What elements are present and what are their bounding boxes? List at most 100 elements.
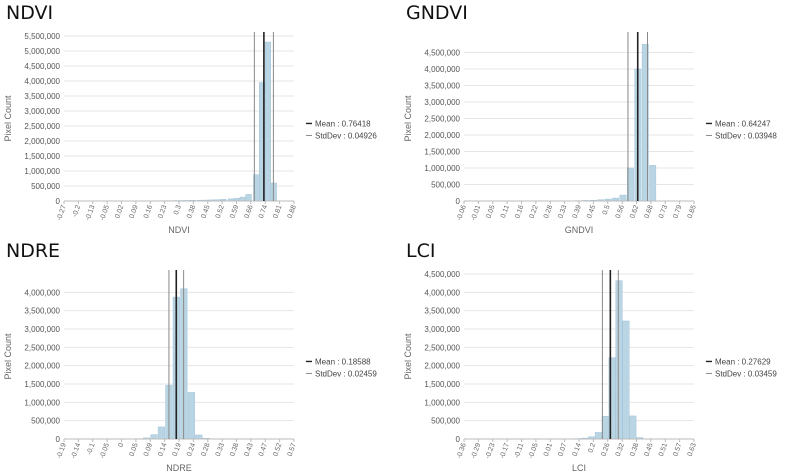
y-tick-label: 1,500,000 xyxy=(24,380,60,389)
gndvi-histogram-panel: GNDVI 0 500,000 1,000,000 1,500,000 2,000,00… xyxy=(400,0,800,238)
y-tick-label: 500,000 xyxy=(431,417,460,426)
y-tick-label: 2,000,000 xyxy=(424,362,460,371)
x-tick-label: 0.33 xyxy=(215,442,226,457)
lci-histogram-panel: LCI 0 500,000 1,000,000 1,500,000 2,000,000 2… xyxy=(400,238,800,476)
y-tick-label: 2,500,000 xyxy=(424,115,460,124)
y-tick-label: 5,500,000 xyxy=(24,32,60,41)
x-tick-label: 0.43 xyxy=(244,442,255,457)
x-tick-label: 0.59 xyxy=(229,204,240,219)
x-tick-label: -0.23 xyxy=(485,442,497,459)
x-tick-label: 0.05 xyxy=(485,204,496,219)
x-tick-label: 0.63 xyxy=(687,442,698,457)
x-tick-label: -0.05 xyxy=(528,442,540,459)
y-tick-label: 0 xyxy=(456,197,461,206)
y-axis-label: Pixel Count xyxy=(3,333,13,380)
x-tick-label: 0.16 xyxy=(514,204,525,219)
y-tick-label: 4,500,000 xyxy=(424,270,460,279)
chart-title: NDRE xyxy=(6,240,61,262)
y-tick-label: 4,000,000 xyxy=(424,288,460,297)
y-tick-label: 3,500,000 xyxy=(24,92,60,101)
legend-mean-label: Mean : 0.64247 xyxy=(715,119,771,128)
x-tick-label: 0.22 xyxy=(529,204,540,219)
x-tick-label: -0.1 xyxy=(86,442,97,456)
y-tick-label: 4,000,000 xyxy=(24,288,60,297)
chart-title: NDVI xyxy=(6,2,54,24)
y-tick-label: 1,000,000 xyxy=(24,167,60,176)
y-axis-label: Pixel Count xyxy=(403,95,413,142)
x-tick-label: 0.57 xyxy=(672,442,683,457)
y-axis-label: Pixel Count xyxy=(403,333,413,380)
x-tick-label: -0.27 xyxy=(56,204,68,221)
y-tick-label: 2,000,000 xyxy=(424,131,460,140)
x-axis-label: LCI xyxy=(572,463,586,473)
histogram-bar xyxy=(264,41,271,202)
x-tick-label: 0.5 xyxy=(602,204,612,216)
x-tick-label: 0.73 xyxy=(658,204,669,219)
y-tick-label: 0 xyxy=(56,435,61,444)
x-tick-label: -0.11 xyxy=(514,442,526,459)
x-tick-label: 0.19 xyxy=(172,442,183,457)
histogram-bar xyxy=(150,434,158,440)
x-tick-label: 0.47 xyxy=(258,442,269,457)
legend-mean-label: Mean : 0.18588 xyxy=(315,357,371,366)
y-tick-label: 4,500,000 xyxy=(424,49,460,58)
y-tick-label: 4,000,000 xyxy=(24,77,60,86)
x-tick-label: 0.85 xyxy=(687,204,698,219)
x-tick-label: 0.38 xyxy=(629,442,640,457)
histogram-bar xyxy=(649,165,657,202)
ndre-histogram: 0 500,000 1,000,000 1,500,000 2,000,000 2,500… xyxy=(3,270,377,473)
y-tick-label: 1,500,000 xyxy=(424,380,460,389)
y-tick-label: 2,000,000 xyxy=(24,362,60,371)
x-tick-label: -0.14 xyxy=(70,442,82,459)
x-tick-label: 0.28 xyxy=(200,442,211,457)
y-tick-label: 2,500,000 xyxy=(24,343,60,352)
y-tick-label: 3,000,000 xyxy=(424,98,460,107)
x-tick-label: 0.26 xyxy=(600,442,611,457)
gndvi-histogram: 0 500,000 1,000,000 1,500,000 2,000,000 2,500… xyxy=(403,32,777,235)
x-tick-label: 0.24 xyxy=(186,442,197,457)
y-tick-label: 2,000,000 xyxy=(24,137,60,146)
x-tick-label: 0.68 xyxy=(644,204,655,219)
x-tick-label: 0.39 xyxy=(572,204,583,219)
y-axis-label: Pixel Count xyxy=(3,95,13,142)
histogram-bar xyxy=(622,320,630,440)
y-tick-label: 0 xyxy=(456,435,461,444)
x-tick-label: 0.45 xyxy=(644,442,655,457)
x-axis-label: NDRE xyxy=(166,463,192,473)
x-tick-label: 0.23 xyxy=(157,204,168,219)
y-tick-label: 5,000,000 xyxy=(24,47,60,56)
y-tick-label: 500,000 xyxy=(431,181,460,190)
x-tick-label: -0.17 xyxy=(499,442,511,459)
x-tick-label: 0.33 xyxy=(557,204,568,219)
x-tick-label: 0.16 xyxy=(143,204,154,219)
y-tick-label: 3,500,000 xyxy=(424,82,460,91)
x-tick-label: 0.62 xyxy=(629,204,640,219)
histogram-bar xyxy=(619,194,627,202)
x-tick-label: -0.05 xyxy=(99,204,111,221)
x-tick-label: 0.05 xyxy=(129,442,140,457)
y-tick-label: 2,500,000 xyxy=(24,122,60,131)
histogram-bar xyxy=(157,426,166,440)
histogram-bar xyxy=(629,415,637,440)
x-tick-label: 0.66 xyxy=(244,204,255,219)
x-tick-label: 0.11 xyxy=(500,204,511,219)
x-tick-label: 0.02 xyxy=(114,204,125,219)
legend-mean-label: Mean : 0.76418 xyxy=(315,119,371,128)
x-tick-label: -0.05 xyxy=(99,442,111,459)
y-tick-label: 3,000,000 xyxy=(24,325,60,334)
x-tick-label: 0.74 xyxy=(258,204,269,219)
x-tick-label: 0.56 xyxy=(615,204,626,219)
histogram-bar xyxy=(245,194,252,202)
x-tick-label: -0.01 xyxy=(470,204,482,221)
x-tick-label: -0.36 xyxy=(456,442,468,459)
histogram-bar xyxy=(594,432,602,440)
histogram-bar xyxy=(601,416,609,440)
y-tick-label: 0 xyxy=(56,197,61,206)
x-tick-label: 0.14 xyxy=(157,442,168,457)
x-tick-label: 0.09 xyxy=(129,204,140,219)
y-tick-label: 1,500,000 xyxy=(424,148,460,157)
x-tick-label: 0.38 xyxy=(229,442,240,457)
x-tick-label: 0.32 xyxy=(615,442,626,457)
x-tick-label: 0.52 xyxy=(272,442,283,457)
x-axis-label: NDVI xyxy=(168,225,190,235)
